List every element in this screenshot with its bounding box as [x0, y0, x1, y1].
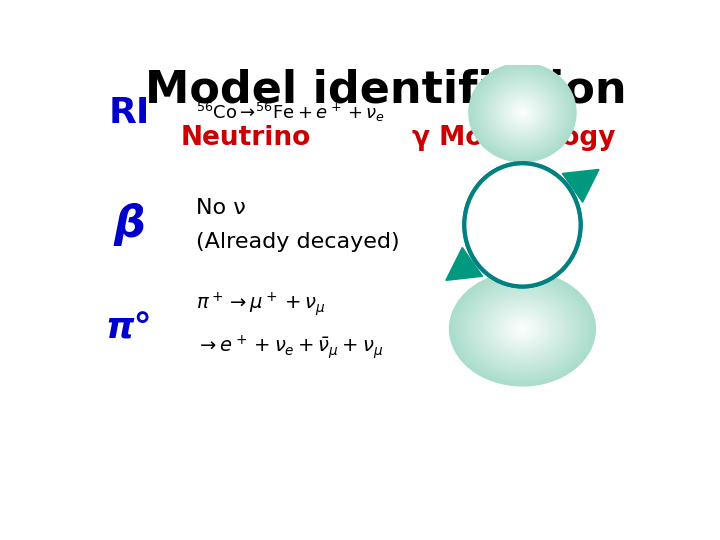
Ellipse shape [464, 163, 580, 287]
Ellipse shape [449, 271, 596, 387]
Ellipse shape [510, 319, 536, 339]
Ellipse shape [512, 103, 534, 123]
Ellipse shape [491, 304, 554, 353]
Ellipse shape [504, 96, 541, 130]
Ellipse shape [464, 282, 581, 375]
Ellipse shape [485, 300, 559, 357]
Ellipse shape [490, 83, 555, 143]
Ellipse shape [521, 111, 524, 114]
Ellipse shape [492, 84, 554, 141]
Ellipse shape [473, 290, 572, 368]
Ellipse shape [505, 97, 539, 129]
Ellipse shape [473, 67, 572, 158]
Text: π°: π° [106, 312, 153, 346]
Ellipse shape [493, 85, 552, 140]
Text: Model identificaion: Model identificaion [145, 68, 626, 111]
Ellipse shape [496, 89, 549, 137]
Ellipse shape [458, 278, 587, 380]
Ellipse shape [478, 294, 567, 363]
Text: (Already decayed): (Already decayed) [196, 232, 400, 252]
Text: Neutrino: Neutrino [181, 125, 311, 151]
Ellipse shape [513, 322, 531, 336]
Ellipse shape [456, 277, 589, 381]
Ellipse shape [521, 327, 524, 330]
Ellipse shape [507, 98, 538, 127]
Ellipse shape [476, 70, 569, 156]
Ellipse shape [500, 92, 544, 133]
Ellipse shape [452, 274, 593, 384]
Ellipse shape [480, 295, 564, 362]
Ellipse shape [488, 81, 557, 144]
Text: $^{56}\mathrm{Co}\rightarrow\!^{56}\mathrm{Fe} + e^+ + \nu_e$: $^{56}\mathrm{Co}\rightarrow\!^{56}\math… [196, 101, 385, 124]
Ellipse shape [510, 101, 535, 124]
Ellipse shape [490, 303, 556, 355]
Ellipse shape [484, 299, 561, 359]
Ellipse shape [479, 72, 566, 153]
Ellipse shape [504, 314, 541, 343]
Ellipse shape [493, 306, 552, 352]
Ellipse shape [482, 297, 563, 361]
Ellipse shape [508, 318, 537, 340]
Ellipse shape [508, 100, 536, 125]
Ellipse shape [498, 90, 547, 136]
Ellipse shape [469, 287, 576, 370]
Ellipse shape [451, 273, 594, 385]
Ellipse shape [477, 71, 567, 154]
Ellipse shape [498, 310, 546, 348]
Ellipse shape [477, 293, 569, 365]
Ellipse shape [513, 104, 532, 121]
Ellipse shape [469, 64, 575, 161]
Ellipse shape [464, 163, 580, 287]
Ellipse shape [474, 291, 570, 366]
Ellipse shape [503, 313, 543, 345]
Ellipse shape [515, 323, 530, 335]
Polygon shape [446, 247, 482, 280]
Ellipse shape [500, 312, 544, 346]
Ellipse shape [471, 288, 574, 369]
Ellipse shape [506, 316, 539, 342]
Text: $\pi^+ \rightarrow \mu^+ + \nu_\mu$: $\pi^+ \rightarrow \mu^+ + \nu_\mu$ [196, 290, 325, 318]
Ellipse shape [487, 80, 558, 145]
Polygon shape [562, 170, 599, 202]
Ellipse shape [462, 281, 583, 376]
Ellipse shape [515, 105, 530, 120]
Ellipse shape [516, 107, 528, 118]
Ellipse shape [472, 65, 574, 160]
Ellipse shape [482, 76, 563, 150]
Ellipse shape [518, 109, 527, 117]
Ellipse shape [481, 74, 564, 151]
Ellipse shape [519, 110, 526, 116]
Ellipse shape [454, 275, 590, 382]
Text: β: β [113, 204, 145, 246]
Ellipse shape [468, 63, 577, 163]
Text: No ν: No ν [196, 198, 246, 218]
Ellipse shape [484, 77, 561, 148]
Ellipse shape [495, 87, 550, 138]
Ellipse shape [503, 94, 543, 131]
Ellipse shape [511, 320, 534, 338]
Ellipse shape [499, 91, 546, 134]
Ellipse shape [467, 286, 577, 372]
Ellipse shape [497, 309, 548, 349]
Ellipse shape [465, 284, 580, 374]
Text: γ Morphology: γ Morphology [413, 125, 616, 151]
Ellipse shape [485, 78, 559, 147]
Text: RI: RI [109, 96, 150, 130]
Ellipse shape [495, 307, 550, 350]
Ellipse shape [460, 280, 585, 378]
Ellipse shape [487, 301, 557, 356]
Ellipse shape [517, 325, 528, 333]
Text: $\rightarrow e^+ + \nu_e + \bar{\nu}_\mu + \nu_\mu$: $\rightarrow e^+ + \nu_e + \bar{\nu}_\mu… [196, 334, 383, 361]
Ellipse shape [519, 326, 526, 332]
Ellipse shape [474, 68, 570, 157]
